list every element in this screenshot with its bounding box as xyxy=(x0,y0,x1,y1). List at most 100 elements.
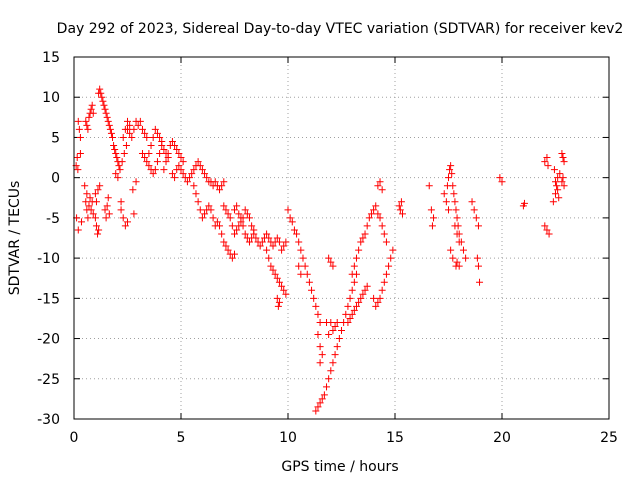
data-point xyxy=(76,150,84,158)
data-point xyxy=(395,202,403,210)
data-point xyxy=(222,242,230,250)
x-tick-label: 15 xyxy=(386,430,404,446)
data-point xyxy=(327,367,335,375)
data-point xyxy=(233,226,241,234)
data-point xyxy=(269,266,277,274)
data-point xyxy=(378,186,386,194)
data-point xyxy=(92,198,100,206)
y-tick-label: -15 xyxy=(37,291,60,307)
data-point xyxy=(88,101,96,109)
data-point xyxy=(84,214,92,222)
data-point xyxy=(286,214,294,222)
data-point xyxy=(201,170,209,178)
data-point xyxy=(248,222,256,230)
data-point xyxy=(398,210,406,218)
data-point xyxy=(452,206,460,214)
data-point xyxy=(331,351,339,359)
data-point xyxy=(273,294,281,302)
data-point xyxy=(372,202,380,210)
data-point xyxy=(442,198,450,206)
data-point xyxy=(196,162,204,170)
data-point xyxy=(205,202,213,210)
data-point xyxy=(299,254,307,262)
x-tick-label: 20 xyxy=(493,430,511,446)
data-point xyxy=(141,154,149,162)
data-point xyxy=(109,133,117,141)
data-point xyxy=(453,214,461,222)
data-point xyxy=(168,137,176,145)
data-point xyxy=(275,238,283,246)
data-point xyxy=(245,238,253,246)
data-point xyxy=(445,206,452,214)
data-point xyxy=(545,230,553,238)
data-point xyxy=(350,306,358,314)
data-point xyxy=(498,178,506,186)
data-point xyxy=(278,282,286,290)
data-point xyxy=(203,174,211,182)
data-point xyxy=(149,133,157,141)
chart-title: Day 292 of 2023, Sidereal Day-to-day VTE… xyxy=(57,21,624,37)
data-point xyxy=(357,238,365,246)
data-point xyxy=(113,154,121,162)
data-point xyxy=(363,282,371,290)
data-point xyxy=(554,186,562,194)
data-point xyxy=(188,170,196,178)
data-point xyxy=(338,327,345,335)
data-point xyxy=(303,270,311,278)
data-point xyxy=(218,230,226,238)
data-point xyxy=(136,117,144,125)
data-point xyxy=(374,298,382,306)
data-point xyxy=(198,166,206,174)
data-point xyxy=(130,125,138,133)
data-point xyxy=(271,270,279,278)
data-point xyxy=(428,222,436,230)
data-point xyxy=(119,214,127,222)
data-point xyxy=(218,182,226,190)
data-point xyxy=(342,310,350,318)
data-point xyxy=(196,206,204,214)
data-point xyxy=(380,230,388,238)
data-point xyxy=(474,222,482,230)
data-point xyxy=(355,246,363,254)
data-point xyxy=(352,254,360,262)
data-point xyxy=(101,206,109,214)
data-point xyxy=(274,302,282,310)
data-point xyxy=(263,230,271,238)
data-point xyxy=(147,141,155,149)
data-point xyxy=(476,278,484,286)
y-tick-label: -25 xyxy=(37,372,60,388)
data-point xyxy=(543,154,551,162)
data-point xyxy=(323,383,331,391)
data-point xyxy=(453,258,461,266)
data-point xyxy=(129,186,137,194)
grid xyxy=(74,57,609,419)
data-point xyxy=(112,150,120,158)
data-point xyxy=(83,190,91,198)
data-point xyxy=(175,150,183,158)
data-point xyxy=(297,246,305,254)
data-point xyxy=(231,250,238,258)
data-point xyxy=(430,214,438,222)
data-point xyxy=(190,166,198,174)
y-tick-label: 10 xyxy=(42,90,60,106)
data-point xyxy=(168,170,176,178)
data-point xyxy=(310,294,318,302)
data-point xyxy=(348,286,356,294)
data-point xyxy=(91,190,99,198)
data-point xyxy=(363,222,371,230)
data-point xyxy=(94,186,102,194)
data-point xyxy=(82,117,90,125)
data-point xyxy=(282,238,290,246)
data-point xyxy=(473,254,481,262)
data-point xyxy=(376,214,384,222)
data-point xyxy=(233,202,241,210)
data-point xyxy=(293,230,301,238)
data-point xyxy=(237,214,245,222)
data-point xyxy=(116,166,124,174)
data-point xyxy=(103,202,111,210)
data-point xyxy=(544,162,552,170)
data-point xyxy=(496,174,504,182)
data-point xyxy=(449,254,457,262)
data-point xyxy=(440,190,448,198)
